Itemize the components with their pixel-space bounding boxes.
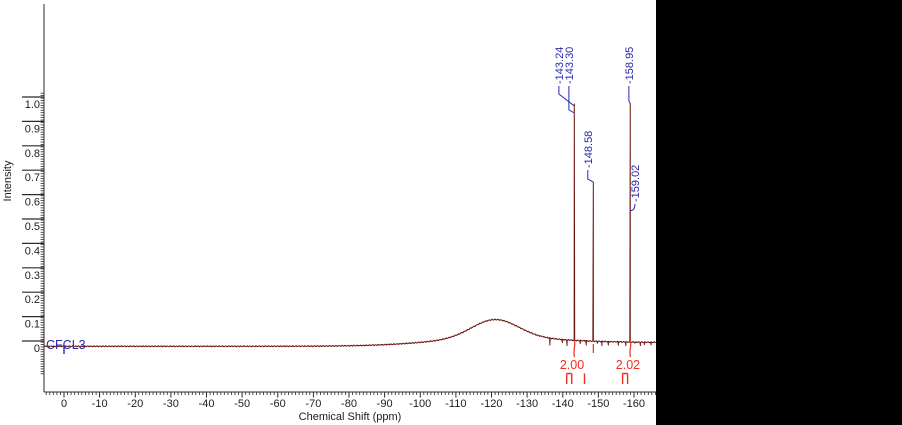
- y-axis: [22, 4, 45, 392]
- y-tick-label: 0.3: [25, 270, 40, 282]
- integral-region-mark: [621, 372, 629, 384]
- x-tick-label: -140: [552, 398, 574, 410]
- x-tick-label: -120: [480, 398, 502, 410]
- x-tick-label: -80: [341, 398, 357, 410]
- integral-trace: [573, 340, 576, 358]
- x-tick-label: -100: [409, 398, 431, 410]
- peak-label-connector: [558, 86, 575, 107]
- y-tick-label: 0.7: [25, 172, 40, 184]
- x-tick-label: -30: [163, 398, 179, 410]
- y-axis-title: Intensity: [2, 160, 14, 201]
- x-tick-label: -50: [234, 398, 250, 410]
- x-tick-label: -150: [587, 398, 609, 410]
- peak-label: -143.30: [564, 47, 576, 84]
- peak-label: -158.95: [624, 47, 636, 84]
- peak-label-connector: [630, 203, 636, 212]
- x-tick-label: -90: [377, 398, 393, 410]
- reference-annotation: CFCL3: [46, 338, 86, 354]
- integral-annotations: 2.00 2.02: [560, 340, 640, 384]
- right-letterbox: [656, 0, 902, 425]
- y-tick-label: 0.9: [25, 123, 40, 135]
- peak-label-connector: [628, 86, 631, 105]
- x-tick-label: -110: [445, 398, 466, 410]
- x-tick-label: -160: [623, 398, 645, 410]
- integral-region-mark: [566, 372, 573, 384]
- y-tick-label: 0.5: [25, 221, 40, 233]
- y-tick-label: 0.1: [25, 319, 40, 331]
- y-tick-label: 0.2: [25, 294, 40, 306]
- integral-trace: [629, 340, 632, 358]
- x-tick-label: -130: [516, 398, 538, 410]
- y-tick-label: 1.0: [25, 99, 40, 111]
- x-tick-label: 0: [61, 398, 67, 410]
- x-tick-label: -70: [305, 398, 321, 410]
- nmr-spectrum-plot: 0 0.1 0.2 0.3 0.4 0.5 0.6 0.7 0.8 0.9 1.0 Intensity…: [2, 4, 657, 423]
- y-axis-labels: 0 0.1 0.2 0.3 0.4 0.5 0.6 0.7 0.8 0.9 1.0 Intensity: [2, 99, 40, 355]
- y-tick-label: 0: [34, 343, 40, 355]
- peak-label: -148.58: [583, 131, 595, 168]
- y-tick-label: 0.4: [25, 245, 40, 257]
- peak-label-connector: [568, 86, 575, 114]
- x-tick-label: -10: [92, 398, 108, 410]
- peak-labels: -143.24-143.30 -148.58 -158.95 -159.02: [554, 47, 642, 212]
- integral-value: 2.02: [616, 358, 640, 372]
- reference-label: CFCL3: [46, 338, 86, 352]
- spectrum-trace: [43, 103, 657, 348]
- integral-value: 2.00: [560, 358, 584, 372]
- peak-label: -159.02: [630, 165, 642, 202]
- y-tick-label: 0.6: [25, 197, 40, 209]
- peak-label-connector: [587, 170, 594, 183]
- x-axis: [44, 391, 656, 398]
- y-tick-label: 0.8: [25, 148, 40, 160]
- x-tick-label: -20: [127, 398, 143, 410]
- x-tick-label: -40: [199, 398, 215, 410]
- x-axis-labels: 0 -10 -20 -30 -40 -50 -60 -70 -80 -90 -100 -110 -120…: [61, 398, 645, 423]
- spectrum-panel: 0 0.1 0.2 0.3 0.4 0.5 0.6 0.7 0.8 0.9 1.0 Intensity…: [0, 0, 657, 425]
- peak-label: -143.24: [554, 47, 566, 84]
- x-tick-label: -60: [270, 398, 286, 410]
- x-axis-title: Chemical Shift (ppm): [299, 411, 402, 423]
